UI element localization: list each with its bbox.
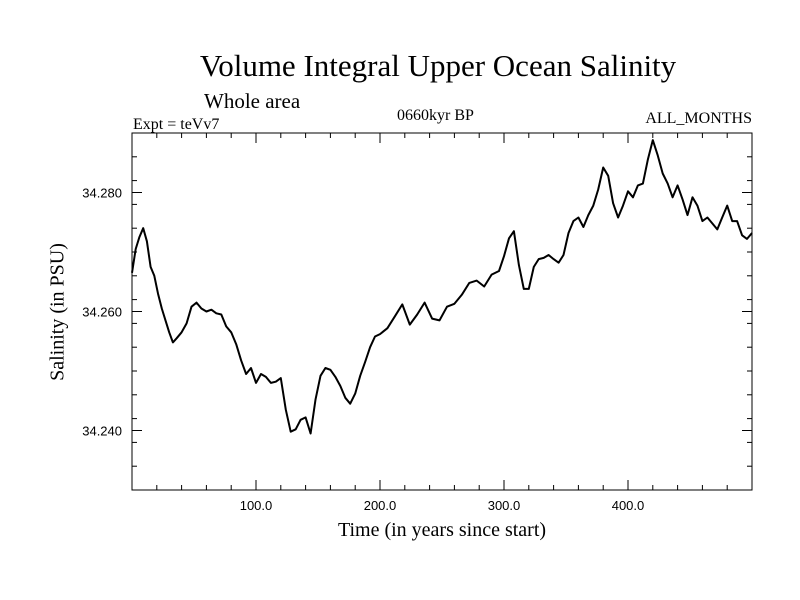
salinity-series-line (131, 139, 753, 435)
period-label: 0660kyr BP (397, 107, 474, 124)
y-tick-label: 34.240 (82, 424, 122, 439)
axis-ticks: 100.0 200.0 300.0 400.0 34.240 34.260 34.280 (82, 133, 752, 513)
x-tick-label: 200.0 (364, 498, 397, 513)
x-tick-label: 300.0 (488, 498, 521, 513)
months-label: ALL_MONTHS (645, 110, 752, 127)
x-tick-label: 100.0 (240, 498, 273, 513)
chart-title: Volume Integral Upper Ocean Salinity (199, 48, 677, 83)
plot-frame (131, 132, 753, 491)
experiment-label: Expt = teVv7 (133, 116, 220, 133)
chart-subtitle: Whole area (204, 89, 301, 113)
y-tick-label: 34.280 (82, 186, 122, 201)
y-tick-label: 34.260 (82, 305, 122, 320)
x-axis-label: Time (in years since start) (337, 519, 547, 541)
x-tick-label: 400.0 (612, 498, 645, 513)
